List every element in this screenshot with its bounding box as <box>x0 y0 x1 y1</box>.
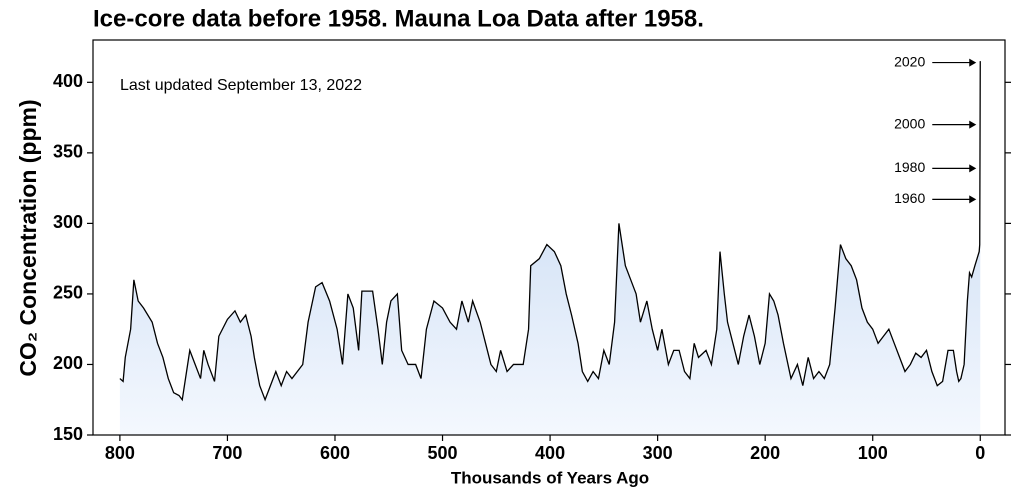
y-axis-label: CO₂ Concentration (ppm) <box>15 99 41 376</box>
annotation-label: 1980 <box>894 159 925 175</box>
line <box>119 61 981 402</box>
x-tick-label: 0 <box>975 443 985 463</box>
y-tick-label: 400 <box>53 71 83 91</box>
plot-frame <box>92 39 1006 436</box>
x-tick-label: 400 <box>535 443 565 463</box>
y-tick-label: 350 <box>53 142 83 162</box>
subtitle: Last updated September 13, 2022 <box>120 77 362 94</box>
y-tick-label: 200 <box>53 353 83 373</box>
annotation-label: 2020 <box>894 53 925 69</box>
x-tick-label: 800 <box>105 443 135 463</box>
y-tick-label: 300 <box>53 212 83 232</box>
annotation-label: 2000 <box>894 115 925 131</box>
arrow-head <box>969 58 977 67</box>
chart-title: Ice-core data before 1958. Mauna Loa Dat… <box>93 5 704 32</box>
x-tick-label: 600 <box>320 443 350 463</box>
y-tick-label: 150 <box>53 424 83 444</box>
x-tick-label: 700 <box>212 443 242 463</box>
arrow-head <box>969 120 977 129</box>
x-tick-label: 100 <box>858 443 888 463</box>
arrow-head <box>969 164 977 173</box>
annotation-label: 1960 <box>894 190 925 206</box>
x-axis-label: Thousands of Years Ago <box>451 468 649 487</box>
x-tick-label: 500 <box>428 443 458 463</box>
x-tick-label: 300 <box>643 443 673 463</box>
x-tick-label: 200 <box>750 443 780 463</box>
arrow-head <box>969 195 977 204</box>
y-tick-label: 250 <box>53 283 83 303</box>
